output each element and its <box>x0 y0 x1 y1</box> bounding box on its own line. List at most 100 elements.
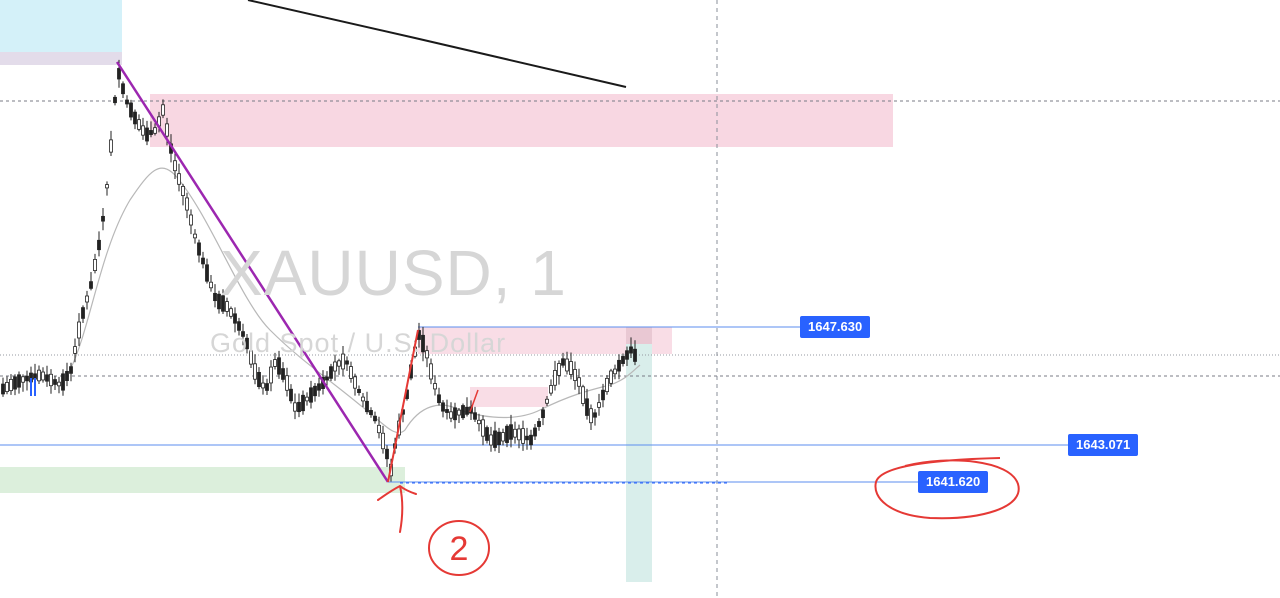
candle-body <box>153 127 157 134</box>
candle-body <box>569 361 573 375</box>
candle-body <box>313 385 317 397</box>
supply-zone-upper <box>150 94 893 147</box>
candle-body <box>597 402 601 408</box>
candle-body <box>517 428 521 441</box>
candle-body <box>41 371 45 381</box>
candle-body <box>589 408 593 424</box>
candle-body <box>161 104 165 116</box>
top-left-grey-band <box>0 52 122 65</box>
red-trendline-small[interactable] <box>469 389 479 413</box>
candle-body <box>537 421 541 427</box>
candle-body <box>137 119 141 130</box>
candle-body <box>129 102 133 118</box>
candle-body <box>509 424 513 440</box>
handwritten-arrow-icon <box>377 485 417 533</box>
candle-body <box>481 419 485 437</box>
candle-body <box>585 398 589 416</box>
candle-body <box>149 130 153 135</box>
moving-average <box>69 167 641 434</box>
candle-body <box>217 293 221 310</box>
candle-body <box>365 400 369 413</box>
candle-body <box>461 405 465 419</box>
price-badge-high[interactable]: 1647.630 <box>800 316 871 338</box>
candle-body <box>289 388 293 402</box>
candle-body <box>521 428 525 444</box>
candle-body <box>561 358 565 366</box>
candle-body <box>633 348 637 362</box>
candle-body <box>573 369 577 381</box>
candle-body <box>65 371 69 381</box>
target-zone-top <box>626 327 652 344</box>
candle-body <box>473 412 477 420</box>
candle-body <box>281 368 285 380</box>
candle-body <box>145 127 149 142</box>
candle-body <box>601 389 605 401</box>
candle-body <box>493 430 497 448</box>
candle-body <box>141 125 145 136</box>
candle-body <box>357 389 361 393</box>
candle-body <box>617 359 621 372</box>
price-badge-mid[interactable]: 1643.071 <box>1068 434 1139 456</box>
purple-trendline[interactable] <box>115 61 390 483</box>
highlight-candle <box>34 378 36 396</box>
candle-body <box>353 376 357 389</box>
candle-body <box>85 295 89 303</box>
candle-body <box>501 432 505 442</box>
candle-body <box>425 350 429 359</box>
candle-body <box>333 361 337 372</box>
red-trendline[interactable] <box>387 329 419 483</box>
candle-body <box>233 313 237 324</box>
candle-body <box>5 381 9 393</box>
supply-zone-small <box>470 387 548 407</box>
candle-body <box>125 99 129 105</box>
candle-body <box>385 448 389 460</box>
candle-body <box>197 242 201 256</box>
candle-body <box>213 292 217 302</box>
candle-body <box>9 378 13 392</box>
candle-body <box>1 383 5 395</box>
candle-body <box>189 214 193 226</box>
candle-body <box>13 376 17 390</box>
price-badge-low[interactable]: 1641.620 <box>918 471 989 493</box>
candle-body <box>177 173 181 185</box>
top-left-cyan-zone <box>0 0 122 52</box>
candle-body <box>61 373 65 391</box>
candle-body <box>245 337 249 350</box>
candle-body <box>261 382 265 389</box>
candle-body <box>301 394 305 412</box>
candle-body <box>541 409 545 419</box>
candle-body <box>69 366 73 374</box>
candle-body <box>133 111 137 125</box>
candle-body <box>337 360 341 367</box>
candle-body <box>265 383 269 391</box>
candle-body <box>269 366 273 384</box>
candle-body <box>89 281 93 289</box>
candle-body <box>113 96 117 104</box>
candle-body <box>557 363 561 376</box>
candle-body <box>229 308 233 317</box>
black-trendline[interactable] <box>247 0 627 88</box>
candle-body <box>465 406 469 415</box>
candle-body <box>193 233 197 239</box>
candle-body <box>37 369 41 382</box>
candle-body <box>625 350 629 360</box>
candle-body <box>565 358 569 372</box>
candle-body <box>205 264 209 282</box>
candle-body <box>381 432 385 450</box>
candle-body <box>221 295 225 312</box>
candle-body <box>277 357 281 375</box>
candle-body <box>497 431 501 446</box>
candle-body <box>201 257 205 265</box>
candle-body <box>445 409 449 413</box>
candle-body <box>293 402 297 412</box>
candle-body <box>629 346 633 354</box>
candle-body <box>117 68 121 80</box>
candle-body <box>421 334 425 353</box>
candle-body <box>377 424 381 434</box>
candle-body <box>453 407 457 421</box>
candle-body <box>349 366 353 379</box>
candle-body <box>81 307 85 319</box>
candle-body <box>93 258 97 272</box>
target-zone <box>626 344 652 582</box>
